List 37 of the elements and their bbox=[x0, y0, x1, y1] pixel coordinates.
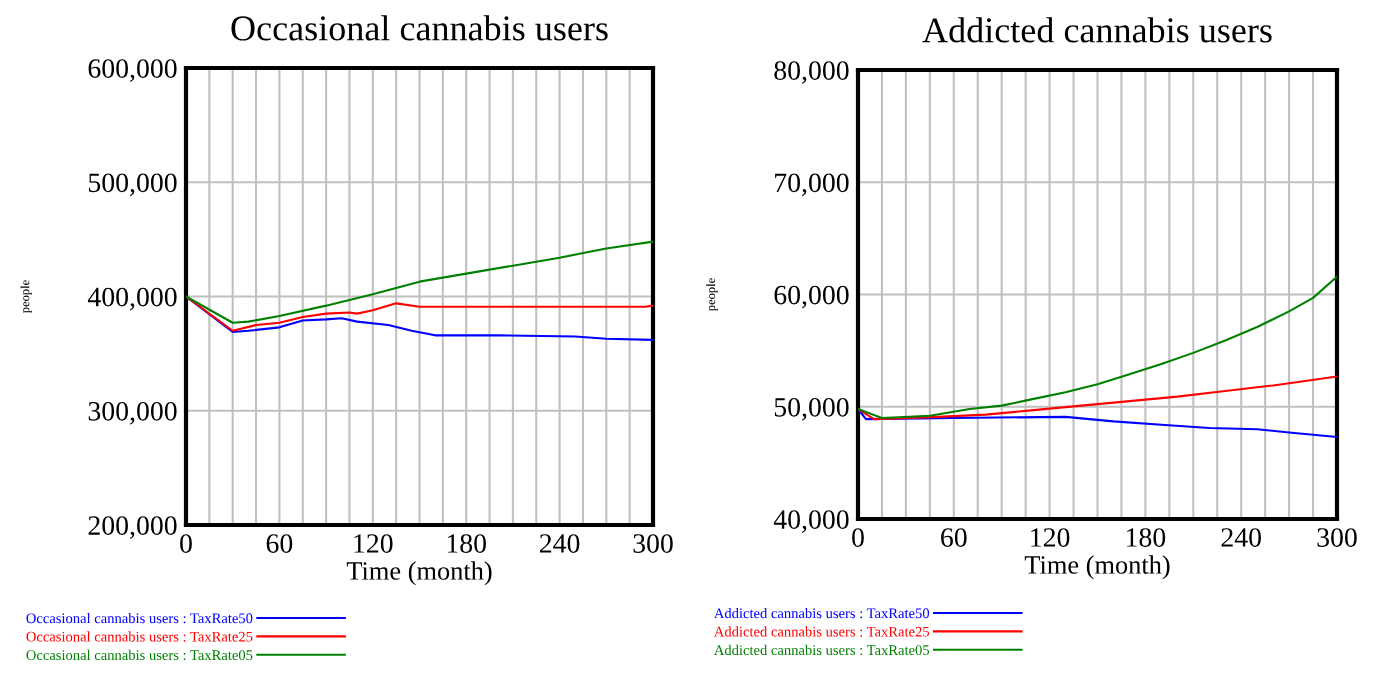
text: Occasional cannabis users : TaxRate50 bbox=[26, 612, 253, 624]
text: Addicted cannabis users : TaxRate05 bbox=[713, 644, 930, 656]
x-tick-label: 60 bbox=[266, 534, 293, 553]
y-tick-label: 500,000 bbox=[89, 173, 177, 197]
x-tick-label: 180 bbox=[447, 534, 486, 553]
line-series bbox=[186, 240, 653, 324]
x-axis-title: Time (month) bbox=[1024, 555, 1170, 580]
x-tick-label: 300 bbox=[1317, 528, 1357, 547]
line-series bbox=[858, 375, 1337, 421]
chart-title: Occasional cannabis users bbox=[231, 15, 608, 41]
x-tick-label: 60 bbox=[941, 528, 967, 547]
x-tick-label: 180 bbox=[1127, 528, 1166, 547]
y-tick-label: 600,000 bbox=[88, 59, 177, 82]
text: Addicted cannabis users : TaxRate25 bbox=[713, 626, 930, 637]
x-tick-label: 120 bbox=[354, 534, 393, 553]
text: Occasional cannabis users : TaxRate25 bbox=[26, 631, 253, 642]
y-tick-label: 60,000 bbox=[774, 285, 849, 309]
x-tick-label: 0 bbox=[852, 528, 864, 547]
x-tick-label: 120 bbox=[1031, 528, 1070, 547]
text: Addicted cannabis users : TaxRate50 bbox=[713, 607, 930, 619]
x-tick-label: 240 bbox=[1221, 528, 1261, 547]
y-axis-title: people bbox=[20, 280, 32, 313]
x-tick-label: 240 bbox=[539, 534, 580, 553]
x-tick-label: 300 bbox=[633, 534, 673, 553]
y-tick-label: 80,000 bbox=[774, 61, 849, 84]
y-tick-label: 400,000 bbox=[87, 287, 177, 311]
y-tick-label: 40,000 bbox=[773, 510, 849, 533]
y-tick-label: 70,000 bbox=[775, 173, 849, 197]
y-axis-title: people bbox=[706, 278, 718, 311]
text: Occasional cannabis users : TaxRate05 bbox=[26, 649, 253, 661]
y-tick-label: 200,000 bbox=[88, 516, 177, 539]
y-tick-label: 300,000 bbox=[88, 401, 177, 425]
x-axis-title: Time (month) bbox=[346, 561, 492, 586]
chart-title: Addicted cannabis users bbox=[922, 17, 1272, 43]
x-tick-label: 0 bbox=[180, 534, 192, 553]
line-series bbox=[858, 275, 1337, 420]
y-tick-label: 50,000 bbox=[774, 397, 849, 421]
